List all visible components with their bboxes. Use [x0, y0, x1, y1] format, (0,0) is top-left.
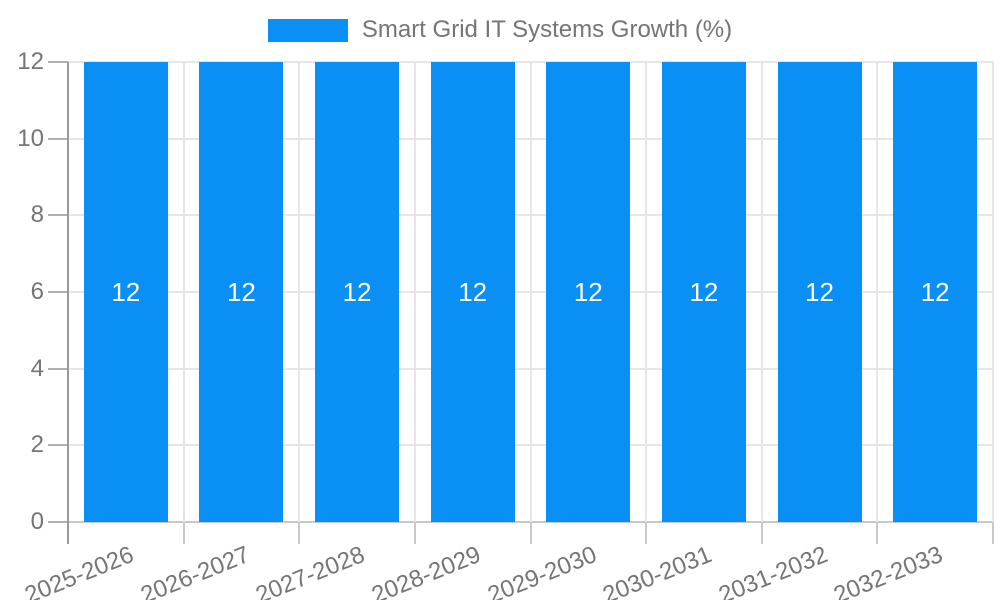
x-tick-mark [529, 522, 532, 544]
x-gridline [182, 62, 185, 522]
y-tick-mark [48, 137, 68, 140]
x-tick-mark [760, 522, 763, 544]
y-tick-mark [48, 61, 68, 63]
bar-value-label: 12 [111, 277, 141, 307]
x-tick-mark [645, 522, 648, 544]
x-tick-label: 2025-2026 [21, 541, 138, 600]
x-tick-label: 2028-2029 [367, 541, 485, 600]
y-tick-label: 0 [30, 508, 44, 535]
x-gridline [298, 62, 301, 522]
x-tick-label: 2032-2033 [830, 541, 947, 600]
bar[interactable] [777, 62, 862, 522]
bar[interactable] [199, 62, 284, 522]
bar[interactable] [430, 62, 515, 522]
bar-value-label: 12 [920, 277, 950, 307]
y-tick-label: 8 [30, 201, 44, 229]
bar[interactable] [661, 62, 746, 522]
y-tick-label: 6 [30, 278, 44, 305]
x-tick-label: 2030-2031 [599, 541, 716, 600]
x-tick-label: 2031-2032 [714, 541, 832, 600]
x-tick-mark [182, 522, 185, 544]
bar[interactable] [893, 62, 978, 522]
bar-value-label: 12 [342, 277, 372, 307]
y-tick-mark [48, 521, 68, 523]
y-tick-label: 2 [30, 431, 44, 459]
legend-item[interactable]: Smart Grid IT Systems Growth (%) [267, 16, 733, 44]
bar[interactable] [315, 62, 400, 522]
x-tick-label: 2027-2028 [252, 541, 369, 600]
bar-value-label: 12 [805, 277, 835, 307]
x-tick-label: 2026-2027 [136, 541, 254, 600]
y-tick-label: 12 [17, 48, 44, 75]
bar-value-label: 12 [458, 277, 488, 307]
bar-value-label: 12 [573, 277, 603, 307]
bar-value-label: 12 [689, 277, 719, 307]
y-tick-mark [48, 291, 68, 293]
x-gridline [529, 62, 532, 522]
y-tick-label: 4 [30, 354, 44, 382]
x-gridline [876, 62, 879, 522]
x-gridline [645, 62, 648, 522]
y-tick-mark [48, 367, 68, 370]
y-tick-mark [48, 444, 68, 447]
x-tick-mark [413, 522, 416, 544]
bar-value-label: 12 [226, 277, 256, 307]
bar[interactable] [546, 62, 631, 522]
x-tick-mark [298, 522, 301, 544]
x-gridline [760, 62, 763, 522]
y-tick-mark [48, 214, 68, 217]
legend: Smart Grid IT Systems Growth (%) [0, 16, 1000, 44]
x-gridline [413, 62, 416, 522]
x-tick-mark [67, 522, 69, 544]
legend-label: Smart Grid IT Systems Growth (%) [361, 16, 733, 43]
legend-color-swatch [267, 18, 348, 42]
y-axis-line [67, 62, 69, 522]
x-gridline [992, 62, 994, 522]
x-tick-mark [876, 522, 879, 544]
x-tick-label: 2029-2030 [483, 541, 601, 600]
bar[interactable] [83, 62, 168, 522]
x-tick-mark [992, 522, 994, 544]
y-tick-label: 10 [17, 124, 44, 152]
